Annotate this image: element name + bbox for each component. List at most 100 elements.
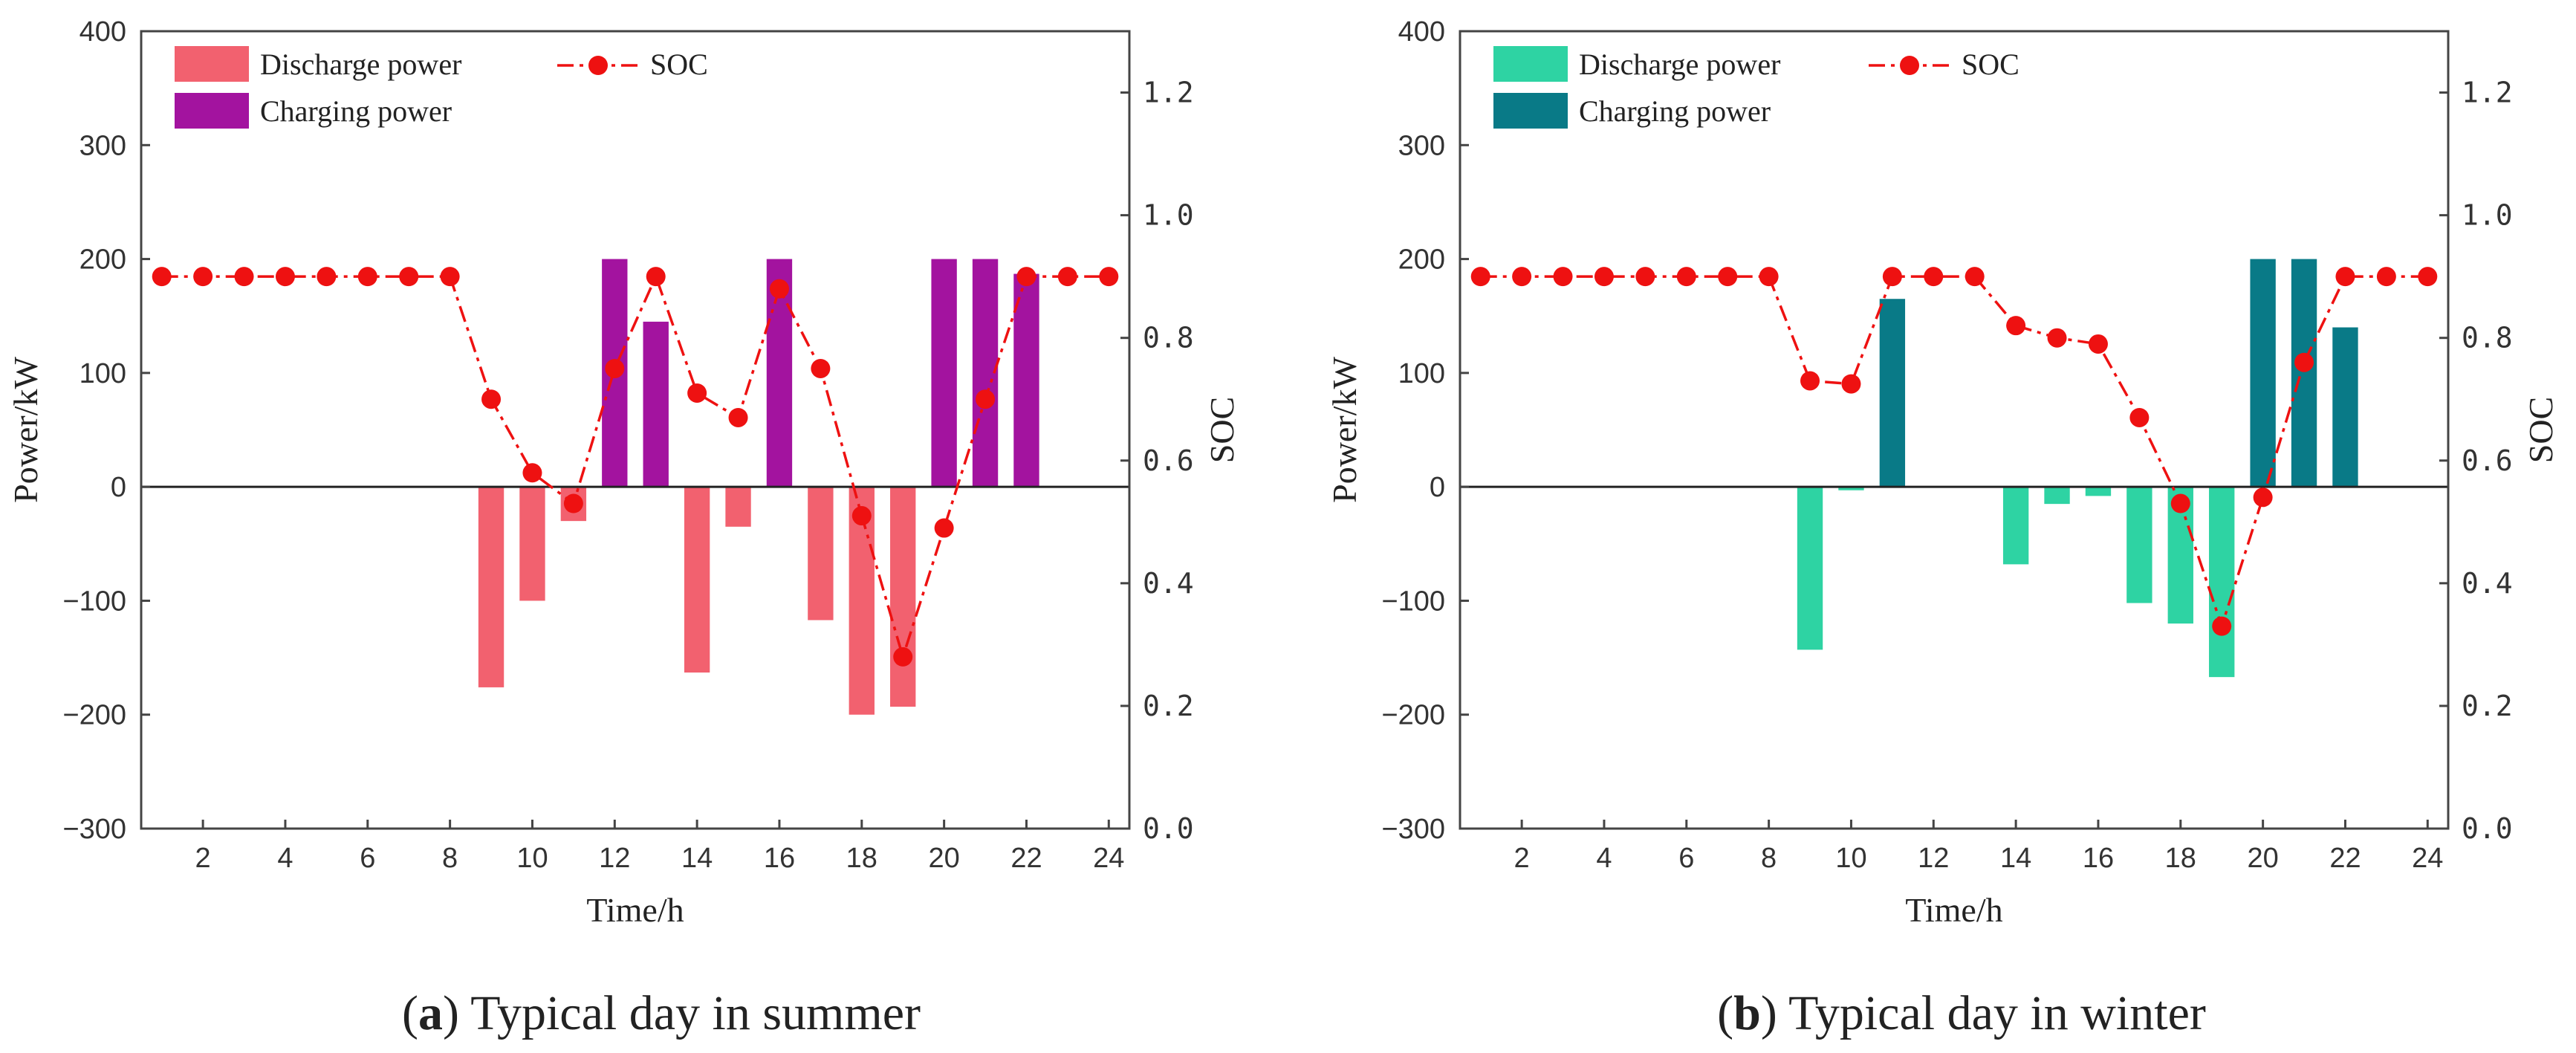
legend-discharge-label: Discharge power [260,48,461,81]
legend-charging-label: Charging power [260,94,452,128]
legend-discharge-swatch [1493,46,1568,82]
y-tick-label: 300 [1398,130,1445,161]
x-tick-label: 10 [1835,843,1866,874]
soc-point-h6 [357,267,377,287]
soc-point-h8 [1759,267,1779,287]
caption-winter-title: Typical day in winter [1788,986,2206,1040]
soc-point-h11 [563,493,583,513]
plot-frame [140,30,1131,830]
x-tick-label: 6 [360,843,375,874]
x-tick-label: 22 [2329,843,2361,874]
charging-bar-h13 [643,321,669,487]
y2-tick-label: 0.2 [1143,690,1194,722]
charging-bar-h11 [1879,299,1906,487]
soc-line [1480,275,2428,631]
caption-summer: (a) Typical day in summer [402,986,921,1040]
x-tick-label: 4 [277,843,293,874]
x-tick-label: 2 [1514,843,1530,874]
soc-point-h13 [1965,267,1985,287]
legend-soc-marker [1900,56,1919,75]
soc-point-h8 [440,267,460,287]
soc-point-h15 [2047,328,2067,348]
charging-bar-h22 [2332,327,2358,487]
x-tick-label: 6 [1678,843,1694,874]
y2-tick-label: 0.0 [1143,812,1194,845]
y2-tick-label: 0.8 [1143,322,1194,354]
x-tick-label: 14 [2000,843,2031,874]
soc-point-h17 [2129,407,2150,427]
y2-tick-label: 0.2 [2462,690,2513,722]
caption-winter: (b) Typical day in winter [1717,986,2206,1040]
soc-point-h1 [1470,267,1490,287]
soc-point-h23 [2376,267,2396,287]
soc-point-h9 [1800,371,1820,391]
legend-soc-marker [588,56,608,75]
charging-bar-h20 [2250,259,2276,487]
y-tick-label: 0 [111,472,126,503]
y2-tick-label: 1.0 [1143,199,1194,232]
soc-point-h16 [769,279,789,299]
y-tick-label: −100 [62,586,126,617]
soc-point-h1 [152,267,172,287]
soc-point-h19 [2212,616,2232,636]
discharge-bar-h16 [2085,487,2112,496]
soc-point-h3 [1553,267,1573,287]
caption-winter-label: b [1733,986,1761,1040]
soc-point-h20 [2253,487,2273,508]
soc-point-h12 [605,358,625,378]
caption-summer-label: a [418,986,443,1040]
y2-tick-label: 1.0 [2462,199,2513,232]
y2-tick-label: 0.6 [2462,444,2513,477]
soc-point-h24 [2418,267,2438,287]
panel-winter: 400 300 200 100 0 −100 −200 −300 1.2 1.0 0.8 0.6 0.4… [1326,16,2560,929]
soc-point-h10 [522,463,542,483]
soc-point-h7 [399,267,419,287]
soc-point-h3 [234,267,254,287]
x-tick-label: 10 [516,843,548,874]
x-tick-label: 12 [599,843,630,874]
x-tick-label: 24 [2412,843,2443,874]
y-tick-label: 0 [1430,472,1445,503]
x-tick-label: 4 [1596,843,1612,874]
y-tick-label: 200 [80,244,126,276]
y-tick-label: −300 [1381,814,1445,845]
discharge-bar-h17 [2126,487,2152,603]
soc-point-h2 [1512,267,1532,287]
legend-discharge-label: Discharge power [1579,48,1780,81]
y-tick-label: −200 [1381,700,1445,731]
soc-point-h5 [1635,267,1655,287]
soc-point-h18 [2170,493,2190,513]
x-tick-label: 14 [681,843,713,874]
soc-point-h14 [687,383,707,403]
y2-axis-label: SOC [1203,397,1241,463]
y2-tick-label: 1.2 [1143,77,1194,109]
legend-charging-swatch [175,93,249,129]
caption-summer-title: Typical day in summer [470,986,921,1040]
discharge-bar-h14 [2002,487,2029,565]
discharge-bar-h19 [890,487,916,707]
soc-point-h4 [275,267,295,287]
discharge-bar-h9 [1797,487,1823,650]
x-tick-label: 20 [928,843,959,874]
x-axis-label: Time/h [586,891,684,929]
discharge-bar-h14 [684,487,710,673]
x-tick-label: 2 [195,843,211,874]
x-tick-label: 20 [2247,843,2278,874]
soc-point-h11 [1882,267,1902,287]
y2-axis-label: SOC [2522,397,2560,463]
y2-tick-label: 0.4 [2462,567,2513,600]
y-tick-label: −100 [1381,586,1445,617]
y-tick-label: −200 [62,700,126,731]
y-tick-label: 400 [1398,16,1445,48]
y2-tick-label: 0.8 [2462,322,2513,354]
soc-point-h18 [851,506,872,526]
legend-discharge-swatch [175,46,249,82]
discharge-bar-h10 [519,487,545,601]
x-tick-label: 8 [1761,843,1777,874]
y2-tick-label: 0.4 [1143,567,1194,600]
discharge-bar-h9 [478,487,505,687]
y2-tick-label: 0.0 [2462,812,2513,845]
soc-point-h12 [1924,267,1944,287]
x-axis-label: Time/h [1905,891,2002,929]
